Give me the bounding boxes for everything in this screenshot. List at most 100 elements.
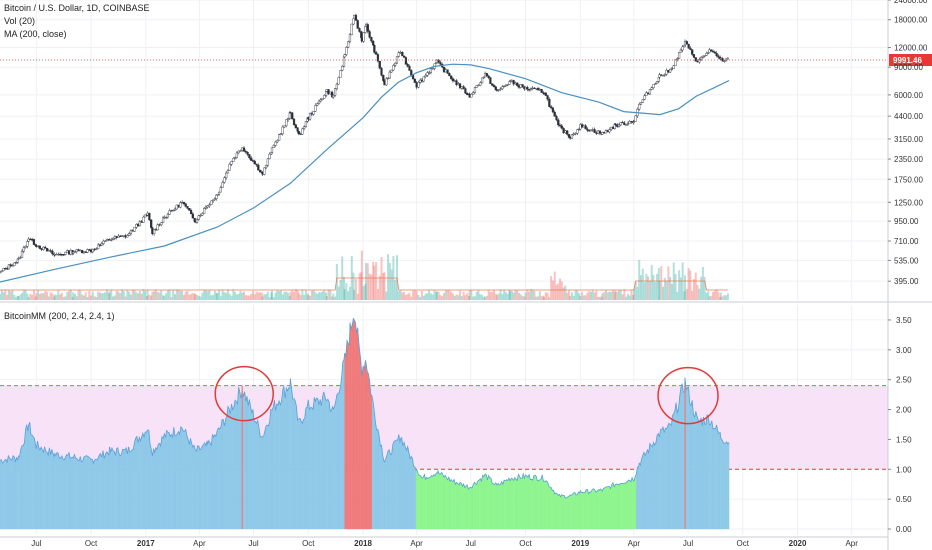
indicator-area-segment [494, 482, 496, 530]
indicator-area-segment [513, 477, 515, 530]
volume-bar [632, 294, 635, 300]
indicator-area-segment [59, 457, 61, 530]
candle-body [654, 83, 657, 85]
candle-body [663, 74, 666, 76]
indicator-area-segment [629, 480, 632, 530]
indicator-area-segment [166, 429, 168, 530]
candle-body [501, 86, 504, 90]
candle-body [446, 69, 449, 74]
indicator-area-segment [346, 340, 349, 530]
volume-bar [531, 290, 534, 300]
indicator-area-segment [477, 479, 480, 530]
candle-body [601, 132, 604, 135]
indicator-area-segment [666, 425, 668, 530]
volume-bar [395, 255, 398, 300]
candle-body [356, 20, 359, 29]
indicator-area-segment [502, 480, 505, 530]
volume-bar [142, 289, 145, 300]
volume-bar [276, 290, 279, 300]
volume-bar [660, 266, 663, 300]
volume-bar [148, 294, 151, 300]
indicator-area-segment [671, 415, 673, 530]
candle-body [115, 236, 118, 238]
volume-bar [725, 295, 728, 300]
volume-bar [710, 295, 713, 300]
indicator-area-segment [336, 392, 339, 530]
candle-body [27, 238, 30, 242]
volume-bar [521, 295, 524, 300]
indicator-area-segment [268, 422, 270, 530]
indicator-area-segment [474, 481, 476, 530]
volume-bar [424, 293, 427, 300]
volume-bar [658, 280, 661, 300]
indicator-area-segment [2, 461, 4, 530]
candle-body [230, 161, 233, 165]
volume-bar [652, 275, 655, 300]
volume-bar [79, 290, 82, 300]
indicator-area-segment [489, 477, 492, 530]
volume-bar [640, 275, 643, 300]
volume-bar [370, 274, 373, 300]
volume-bar [516, 290, 519, 300]
volume-bar [467, 295, 470, 300]
indicator-area-segment [303, 418, 305, 530]
candle-body [354, 14, 358, 21]
candle-body [444, 69, 447, 73]
volume-bar [306, 293, 309, 300]
indicator-area-segment [662, 427, 665, 530]
indicator-area-segment [436, 470, 439, 530]
indicator-area-segment [100, 453, 102, 530]
indicator-area-segment [417, 470, 419, 530]
indicator-area-segment [501, 481, 504, 530]
indicator-area-segment [196, 445, 198, 530]
volume-bar [279, 290, 282, 300]
time-axis-label: Apr [410, 539, 423, 548]
volume-bar [291, 289, 294, 300]
indicator-area-segment [418, 474, 420, 530]
indicator-area-segment [705, 414, 708, 530]
volume-bar [188, 294, 191, 300]
indicator-area-segment [623, 482, 626, 530]
indicator-area-segment [227, 406, 230, 530]
volume-bar [55, 294, 58, 300]
indicator-area-segment [378, 435, 381, 530]
indicator-area-segment [578, 491, 580, 530]
volume-bar [491, 291, 494, 300]
indicator-area-segment [284, 388, 287, 530]
candle-body [707, 52, 710, 54]
volume-bar [494, 293, 497, 300]
candle-body [327, 89, 330, 95]
candle-body [362, 32, 365, 42]
indicator-area-segment [237, 387, 239, 530]
candle-body [487, 75, 490, 78]
indicator-area-segment [253, 420, 256, 530]
candle-body [428, 72, 431, 74]
volume-bar [713, 290, 716, 300]
candle-body [146, 212, 149, 216]
indicator-area-segment [593, 488, 595, 530]
indicator-area-segment [298, 418, 301, 530]
volume-bar [707, 291, 710, 300]
indicator-area-segment [19, 449, 21, 530]
indicator-area-segment [202, 444, 204, 530]
candle-body [126, 235, 129, 238]
indicator-area-segment [174, 435, 177, 530]
indicator-area-segment [277, 400, 280, 530]
candle-body [455, 80, 458, 85]
volume-bar [42, 293, 45, 300]
volume-bar [230, 296, 233, 300]
indicator-area-segment [686, 387, 688, 530]
indicator-area-segment [464, 485, 467, 530]
indicator-area-segment [360, 358, 363, 530]
indicator-area-segment [18, 455, 20, 530]
volume-bar [88, 290, 91, 300]
volume-bar [2, 292, 5, 300]
indicator-area-segment [564, 495, 566, 530]
price-axis-label: 395.00 [894, 277, 919, 286]
volume-bar [81, 294, 84, 300]
indicator-area-segment [590, 489, 593, 530]
candle-body [124, 235, 127, 238]
volume-bar [617, 289, 620, 300]
indicator-area-segment [50, 449, 52, 530]
candle-body [17, 258, 20, 260]
